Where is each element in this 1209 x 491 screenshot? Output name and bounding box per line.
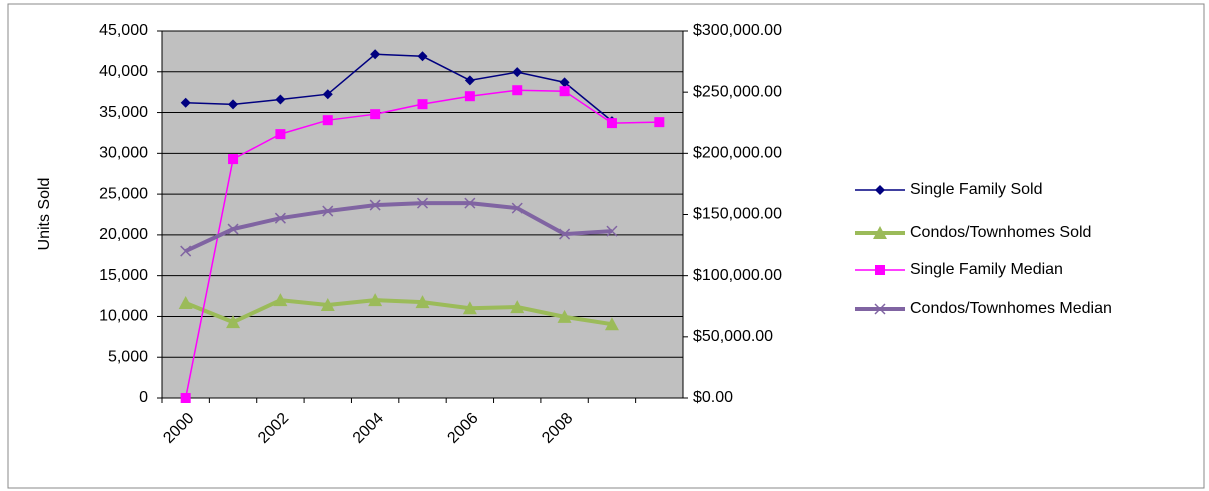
y2-tick-label: $250,000.00 bbox=[693, 83, 782, 100]
point bbox=[275, 94, 286, 105]
y2-tick-label: $200,000.00 bbox=[693, 145, 782, 162]
point bbox=[227, 223, 239, 235]
point bbox=[320, 298, 335, 312]
point bbox=[370, 109, 381, 120]
point bbox=[512, 85, 523, 96]
series-line bbox=[184, 201, 613, 253]
point bbox=[178, 295, 193, 309]
point bbox=[604, 317, 619, 331]
point bbox=[275, 129, 286, 140]
point bbox=[559, 228, 571, 240]
point bbox=[273, 293, 288, 307]
y2-tick-label: $150,000.00 bbox=[693, 206, 782, 223]
y-tick-label: 5,000 bbox=[108, 348, 148, 365]
point bbox=[512, 67, 523, 78]
point bbox=[557, 309, 572, 323]
series-line bbox=[185, 53, 613, 122]
point bbox=[180, 245, 192, 257]
point bbox=[180, 393, 191, 403]
legend-label: Condos/Townhomes Sold bbox=[910, 224, 1091, 241]
plot-area bbox=[161, 30, 684, 399]
point bbox=[180, 97, 191, 108]
y2-tick-label: $300,000.00 bbox=[693, 22, 782, 39]
point bbox=[369, 199, 381, 211]
y2-tick-label: $0.00 bbox=[693, 389, 733, 406]
legend-marker bbox=[874, 303, 886, 315]
point bbox=[228, 99, 239, 110]
y-tick-label: 30,000 bbox=[99, 145, 148, 162]
point bbox=[510, 300, 525, 314]
point bbox=[417, 99, 428, 110]
y-tick-label: 45,000 bbox=[99, 22, 148, 39]
point bbox=[654, 117, 665, 128]
y2-tick-label: $50,000.00 bbox=[693, 328, 773, 345]
legend-label: Single Family Median bbox=[910, 261, 1063, 278]
y-tick-label: 40,000 bbox=[99, 63, 148, 80]
legend-marker bbox=[873, 226, 887, 239]
y-tick-label: 35,000 bbox=[99, 104, 148, 121]
legend-marker bbox=[875, 185, 885, 195]
point bbox=[559, 86, 570, 97]
point bbox=[226, 315, 241, 329]
y-tick-label: 0 bbox=[139, 389, 148, 406]
point bbox=[322, 205, 334, 217]
point bbox=[228, 154, 239, 165]
point bbox=[322, 115, 333, 126]
point bbox=[415, 295, 430, 309]
y-tick-label: 10,000 bbox=[99, 308, 148, 325]
point bbox=[464, 75, 475, 86]
point bbox=[559, 77, 570, 88]
point bbox=[464, 91, 475, 102]
point bbox=[462, 301, 477, 315]
point bbox=[370, 49, 381, 60]
y-axis-label: Units Sold bbox=[36, 178, 53, 251]
point bbox=[606, 118, 617, 129]
y-tick-label: 20,000 bbox=[99, 226, 148, 243]
legend-label: Single Family Sold bbox=[910, 181, 1043, 198]
point bbox=[417, 51, 428, 62]
point bbox=[606, 225, 618, 237]
point bbox=[368, 293, 383, 307]
legend-marker bbox=[875, 265, 885, 275]
y2-tick-label: $100,000.00 bbox=[693, 267, 782, 284]
y-tick-label: 25,000 bbox=[99, 185, 148, 202]
point bbox=[464, 197, 476, 209]
point bbox=[416, 197, 429, 209]
point bbox=[274, 212, 286, 224]
legend-label: Condos/Townhomes Median bbox=[910, 300, 1112, 317]
point bbox=[511, 202, 523, 214]
point bbox=[322, 89, 333, 100]
series-line bbox=[184, 298, 613, 327]
y-tick-label: 15,000 bbox=[99, 267, 148, 284]
